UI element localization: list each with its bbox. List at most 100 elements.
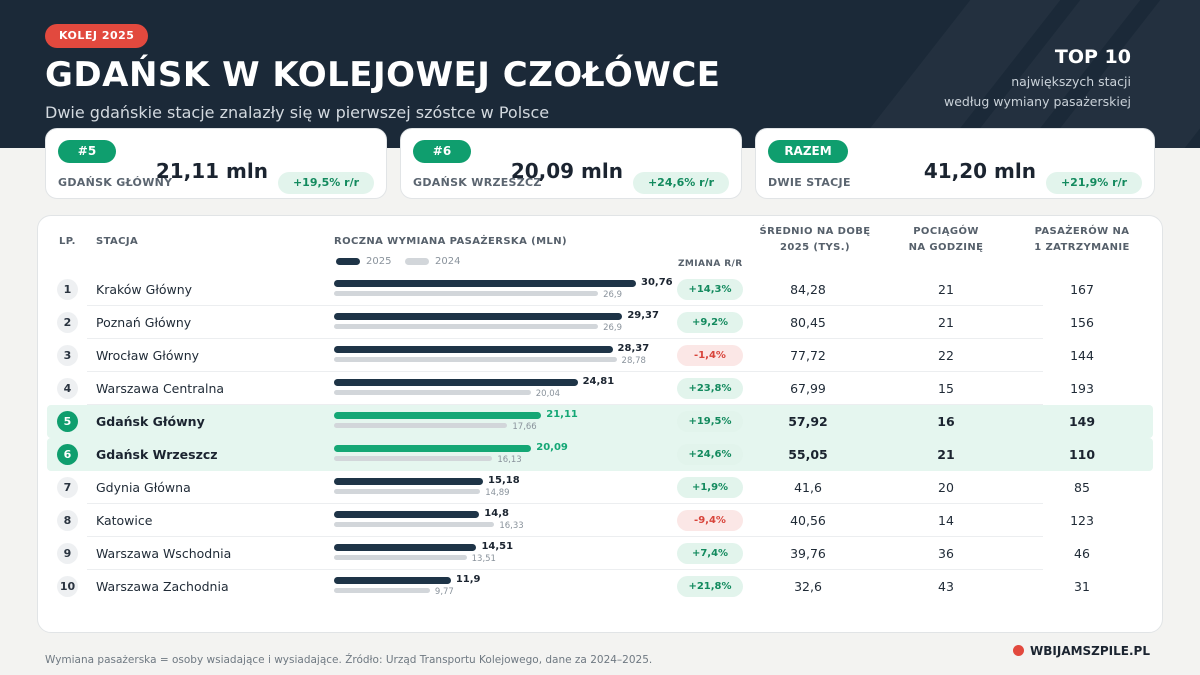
data-label-2024: 17,66: [512, 422, 537, 432]
station-name: Gdańsk Główny: [96, 414, 205, 429]
row-separator: [87, 503, 1043, 504]
data-label-2024: 26,9: [603, 323, 623, 333]
change-badge: +24,6%: [677, 444, 743, 465]
rank-badge: 7: [57, 477, 78, 498]
bar-2024: [334, 489, 481, 494]
change-badge: +1,9%: [677, 477, 743, 498]
card-label: GDAŃSK WRZESZCZ: [413, 176, 542, 189]
data-label-2024: 20,04: [535, 389, 561, 399]
trains-per-hour: 21: [938, 282, 954, 297]
bar-2024: [334, 324, 599, 329]
station-name: Poznań Główny: [96, 315, 192, 330]
passengers-per-stop: 149: [1068, 414, 1096, 429]
brand-dot-icon: [1013, 645, 1024, 656]
daily-average: 39,76: [790, 546, 826, 561]
data-label-2025: 24,81: [582, 376, 615, 387]
data-label-2024: 13,51: [471, 554, 496, 564]
header-line: NA GODZINĘ: [908, 242, 984, 253]
table-row: 9 Warszawa Wschodnia 14,51 13,51 +7,4% 39,76 3…: [47, 537, 1153, 570]
bar-2024: [334, 522, 495, 527]
change-badge: -9,4%: [677, 510, 743, 531]
change-badge: +14,3%: [677, 279, 743, 300]
table-row: 4 Warszawa Centralna 24,81 20,04 +23,8% 67,99…: [47, 372, 1153, 405]
card-label: GDAŃSK GŁÓWNY: [58, 176, 173, 189]
station-name: Warszawa Wschodnia: [96, 546, 232, 561]
station-name: Warszawa Zachodnia: [96, 579, 229, 594]
card-label: DWIE STACJE: [768, 176, 851, 189]
stat-card-total: RAZEM DWIE STACJE 41,20 mln +21,9% r/r: [755, 128, 1155, 199]
column-header-passengers: PASAŻERÓW NA 1 ZATRZYMANIE: [1012, 224, 1152, 256]
data-label-2025: 30,76: [641, 277, 673, 288]
bar-2024: [334, 291, 599, 296]
data-label-2024: 16,13: [497, 455, 522, 465]
rank-badge: #6: [413, 140, 471, 163]
data-label-2025: 14,8: [484, 508, 509, 519]
bar-2025: [334, 445, 532, 452]
table-row: 5 Gdańsk Główny 21,11 17,66 +19,5% 57,92 16 149: [47, 405, 1153, 438]
top10-title: TOP 10: [1054, 46, 1131, 68]
column-header-change: ZMIANA R/R: [678, 259, 743, 269]
rank-badge: 6: [57, 444, 78, 465]
table-row: 7 Gdynia Główna 15,18 14,89 +1,9% 41,6 20 85: [47, 471, 1153, 504]
rank-badge: 9: [57, 543, 78, 564]
table-row: 10 Warszawa Zachodnia 11,9 9,77 +21,8% 32,6 43…: [47, 570, 1153, 603]
bar-2025: [334, 379, 578, 386]
daily-average: 32,6: [794, 579, 822, 594]
brand-name: WBIJAMSZPILE.PL: [1030, 644, 1150, 658]
trains-per-hour: 15: [938, 381, 954, 396]
passengers-per-stop: 31: [1074, 579, 1090, 594]
stat-card-gdansk-wrzeszcz: #6 GDAŃSK WRZESZCZ 20,09 mln +24,6% r/r: [400, 128, 742, 199]
legend-2024: 2024: [405, 256, 460, 267]
station-name: Warszawa Centralna: [96, 381, 225, 396]
passengers-per-stop: 46: [1074, 546, 1090, 561]
trains-per-hour: 21: [938, 315, 954, 330]
change-badge: +21,8%: [677, 576, 743, 597]
brand: WBIJAMSZPILE.PL: [1013, 644, 1150, 658]
passengers-per-stop: 110: [1068, 447, 1096, 462]
passengers-per-stop: 144: [1070, 348, 1094, 363]
rank-badge: 3: [57, 345, 78, 366]
row-separator: [87, 536, 1043, 537]
table-row: 6 Gdańsk Wrzeszcz 20,09 16,13 +24,6% 55,05 21 1…: [47, 438, 1153, 471]
data-label-2025: 14,51: [481, 541, 514, 552]
rank-badge: 2: [57, 312, 78, 333]
table-row: 8 Katowice 14,8 16,33 -9,4% 40,56 14 123: [47, 504, 1153, 537]
top10-line-1: największych stacji: [1011, 74, 1131, 89]
row-separator: [87, 569, 1043, 570]
header-line: ŚREDNIO NA DOBĘ: [759, 226, 871, 237]
rank-badge: #5: [58, 140, 116, 163]
card-value: 41,20 mln: [923, 159, 1036, 183]
card-change-badge: +24,6% r/r: [633, 172, 729, 194]
daily-average: 41,6: [794, 480, 822, 495]
rank-badge: 10: [57, 576, 78, 597]
bar-2024: [334, 555, 467, 560]
station-name: Katowice: [96, 513, 153, 528]
daily-average: 55,05: [788, 447, 828, 462]
rank-badge: 8: [57, 510, 78, 531]
header: KOLEJ 2025 GDAŃSK W KOLEJOWEJ CZOŁÓWCE D…: [0, 0, 1200, 148]
card-value: 20,09 mln: [510, 159, 623, 183]
bar-2025: [334, 478, 484, 485]
rank-badge: 5: [57, 411, 78, 432]
data-label-2024: 9,77: [434, 587, 454, 597]
change-badge: +9,2%: [677, 312, 743, 333]
bar-2024: [334, 423, 508, 428]
header-line: 1 ZATRZYMANIE: [1034, 242, 1130, 253]
daily-average: 40,56: [790, 513, 826, 528]
data-label-2024: 28,78: [621, 356, 646, 366]
page-subtitle: Dwie gdańskie stacje znalazły się w pier…: [45, 103, 550, 122]
bar-2025: [334, 544, 477, 551]
bar-2024: [334, 456, 493, 461]
data-label-2024: 26,9: [603, 290, 623, 300]
bar-2025: [334, 577, 451, 584]
data-label-2025: 11,9: [455, 574, 481, 585]
bar-2025: [334, 511, 480, 518]
legend-label: 2024: [435, 256, 461, 267]
bar-2025: [334, 313, 623, 320]
legend-swatch: [405, 257, 429, 265]
trains-per-hour: 43: [938, 579, 954, 594]
passengers-per-stop: 193: [1070, 381, 1094, 396]
card-change-badge: +19,5% r/r: [278, 172, 374, 194]
rank-badge: 1: [57, 279, 78, 300]
bar-2024: [334, 357, 617, 362]
